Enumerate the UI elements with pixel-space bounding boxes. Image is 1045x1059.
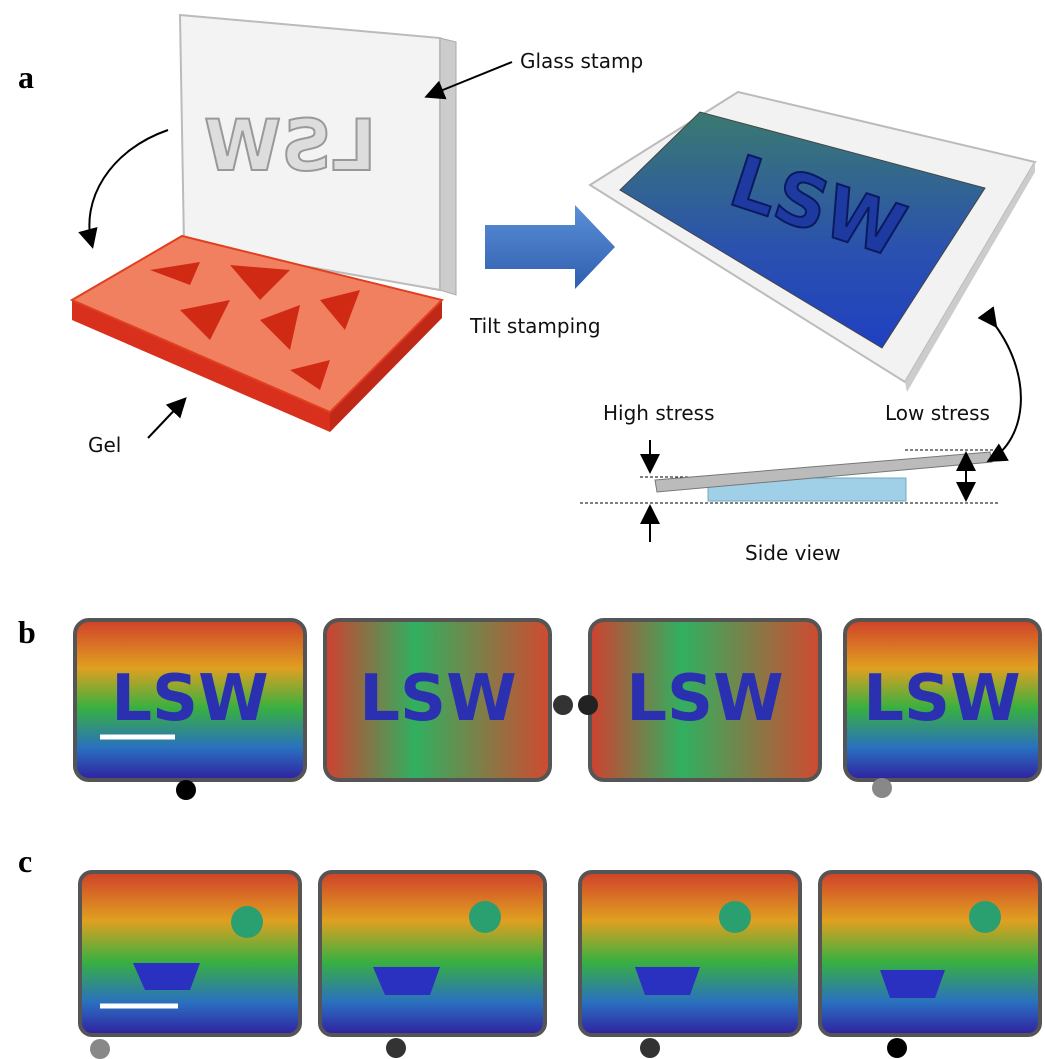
photo-text: LSW: [863, 662, 1020, 736]
glass-stamp-label: Glass stamp: [520, 49, 643, 73]
stamped-gel-render: LSW: [588, 90, 1037, 392]
side-view-diagram: [580, 306, 1022, 542]
arrow: [147, 397, 187, 439]
gel-shape: [69, 234, 444, 432]
low-stress-label: Low stress: [885, 401, 990, 425]
tilt-stamping-label: Tilt stamping: [469, 314, 601, 338]
panel-label: b: [18, 614, 36, 650]
photo-row-c: [78, 870, 1042, 1059]
stamp-text-mirrored: LSW: [204, 105, 376, 187]
gel-label: Gel: [88, 433, 121, 457]
side-view-label: Side view: [745, 541, 841, 565]
high-stress-label: High stress: [603, 401, 715, 425]
arrow: [78, 129, 169, 249]
process-arrow: [485, 205, 615, 289]
glass-stamp-shape: LSW: [178, 13, 457, 296]
arrow: [424, 61, 513, 100]
photo-text: LSW: [111, 662, 268, 736]
panel-label: c: [18, 843, 32, 879]
photo-text: LSW: [359, 662, 516, 736]
panel-label: a: [18, 59, 34, 95]
photo-text: LSW: [626, 662, 783, 736]
photo-row-b: LSW LSW LSW LSW: [73, 618, 1042, 800]
